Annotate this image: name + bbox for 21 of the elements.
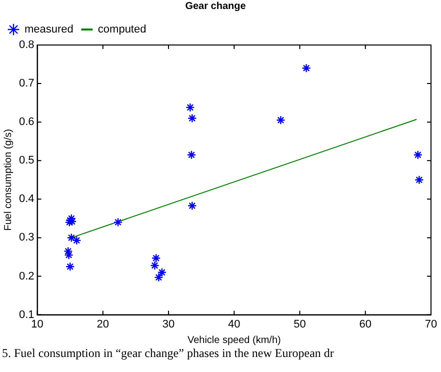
text: 5. Fuel consumption in “gear change” phases in the new European dr xyxy=(1,346,335,361)
x-tick-label: 10 xyxy=(31,318,44,330)
y-tick-label: 0.4 xyxy=(18,193,34,206)
x-tick-label: 50 xyxy=(294,318,306,330)
chart-title: Gear change xyxy=(185,0,246,12)
x-tick-label: 70 xyxy=(424,318,438,330)
x-axis-title: Vehicle speed (km/h) xyxy=(187,334,281,346)
x-tick-label: 40 xyxy=(228,318,240,330)
x-tick-label: 30 xyxy=(162,318,175,330)
y-tick-label: 0.6 xyxy=(18,116,34,128)
x-tick-label: 20 xyxy=(96,318,110,330)
y-tick-label: 0.2 xyxy=(18,270,34,282)
y-tick-label: 0.7 xyxy=(18,78,34,90)
y-tick-label: 0.3 xyxy=(18,232,34,244)
y-axis-title: Fuel consumption (g/s) xyxy=(2,129,14,231)
legend-label: measured xyxy=(24,24,74,36)
y-tick-label: 0.5 xyxy=(18,154,34,167)
x-tick-label: 60 xyxy=(359,318,372,330)
legend-label: computed xyxy=(98,24,146,36)
y-tick-label: 0.1 xyxy=(18,308,34,321)
y-tick-label: 0.8 xyxy=(18,39,34,52)
